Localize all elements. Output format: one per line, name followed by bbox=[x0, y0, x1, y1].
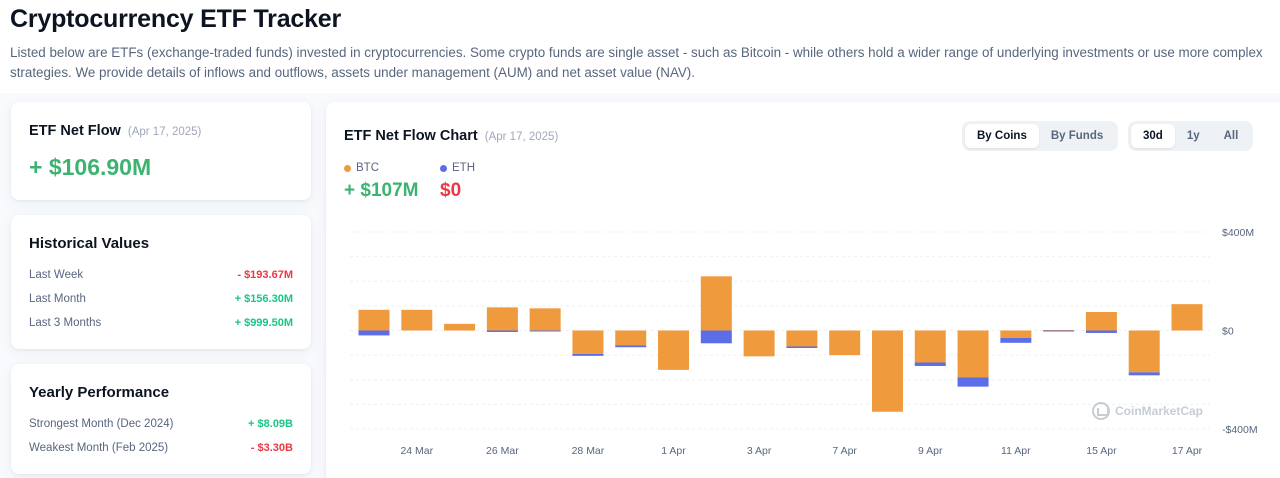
yearly-row-label: Strongest Month (Dec 2024) bbox=[29, 418, 174, 430]
x-tick-label: 15 Apr bbox=[1086, 445, 1117, 457]
historical-row-value: + $999.50M bbox=[234, 317, 293, 329]
range-1y-button[interactable]: 1y bbox=[1186, 130, 1200, 142]
chart-date: (Apr 17, 2025) bbox=[484, 131, 559, 143]
historical-row-label: Last Month bbox=[29, 293, 86, 305]
coinmarketcap-watermark: CoinMarketCap bbox=[1092, 402, 1203, 420]
eth-bar bbox=[486, 330, 518, 332]
btc-bar bbox=[1128, 330, 1160, 373]
net-flow-chart-card: ETF Net Flow Chart (Apr 17, 2025) By Coi… bbox=[326, 102, 1280, 478]
eth-dot-icon bbox=[440, 164, 447, 172]
x-tick-label: 9 Apr bbox=[918, 445, 943, 457]
btc-bar bbox=[572, 330, 604, 354]
btc-bar bbox=[358, 309, 390, 331]
btc-bar bbox=[700, 276, 732, 331]
x-tick-label: 3 Apr bbox=[747, 445, 772, 457]
x-tick-label: 26 Mar bbox=[486, 445, 519, 457]
historical-row: Last Month + $156.30M bbox=[29, 290, 293, 308]
eth-bar bbox=[786, 346, 818, 348]
btc-bar bbox=[615, 330, 647, 346]
btc-dot-icon bbox=[344, 164, 351, 172]
btc-bar bbox=[829, 330, 861, 356]
historical-values-title: Historical Values bbox=[29, 235, 150, 252]
y-tick-label: $400M bbox=[1222, 227, 1254, 239]
by-coins-button[interactable]: By Coins bbox=[965, 124, 1039, 148]
legend-eth-label: ETH bbox=[452, 162, 475, 174]
range-all-button[interactable]: All bbox=[1223, 130, 1239, 142]
net-flow-value: + $106.90M bbox=[29, 154, 152, 180]
eth-bar bbox=[572, 353, 604, 356]
yearly-row-value: + $8.09B bbox=[248, 418, 293, 430]
legend-btc[interactable]: BTC bbox=[344, 162, 379, 174]
x-tick-label: 11 Apr bbox=[1001, 445, 1031, 457]
eth-bar bbox=[615, 345, 647, 348]
eth-bar bbox=[914, 362, 946, 366]
x-tick-label: 7 Apr bbox=[832, 445, 857, 457]
yearly-row-value: - $3.30B bbox=[250, 442, 293, 454]
eth-bar bbox=[358, 330, 390, 336]
btc-bar bbox=[486, 307, 518, 331]
view-toggle-group: By Coins By Funds bbox=[962, 121, 1119, 151]
eth-bar bbox=[1043, 330, 1075, 332]
by-funds-button[interactable]: By Funds bbox=[1050, 130, 1104, 142]
chart-title: ETF Net Flow Chart (Apr 17, 2025) bbox=[344, 128, 558, 144]
x-tick-label: 1 Apr bbox=[661, 445, 686, 457]
net-flow-card: ETF Net Flow (Apr 17, 2025) + $106.90M bbox=[11, 102, 311, 200]
legend-btc-label: BTC bbox=[356, 162, 379, 174]
btc-bar bbox=[1085, 312, 1117, 331]
btc-bar bbox=[658, 330, 690, 370]
x-tick-label: 24 Mar bbox=[400, 445, 433, 457]
btc-bar bbox=[401, 309, 433, 331]
btc-bar bbox=[914, 330, 946, 363]
yearly-row: Weakest Month (Feb 2025) - $3.30B bbox=[29, 439, 293, 457]
legend-eth-value: $0 bbox=[440, 180, 462, 201]
historical-row: Last Week - $193.67M bbox=[29, 266, 293, 284]
y-tick-label: -$400M bbox=[1222, 424, 1258, 436]
eth-bar bbox=[700, 330, 732, 344]
legend-btc-value: + $107M bbox=[344, 180, 419, 201]
yearly-performance-card: Yearly Performance Strongest Month (Dec … bbox=[11, 364, 311, 474]
btc-bar bbox=[529, 308, 561, 331]
btc-bar bbox=[957, 330, 989, 378]
net-flow-bar-chart: $400M $0 -$400M 24 Mar 26 Mar 28 Mar 1 Apr 3 Ap… bbox=[350, 227, 1258, 457]
historical-row-label: Last 3 Months bbox=[29, 317, 102, 329]
btc-bar bbox=[444, 323, 476, 331]
btc-bar bbox=[871, 330, 903, 412]
x-tick-label: 17 Apr bbox=[1172, 445, 1203, 457]
yearly-row-label: Weakest Month (Feb 2025) bbox=[29, 442, 169, 454]
net-flow-date: (Apr 17, 2025) bbox=[127, 126, 202, 138]
historical-row-value: + $156.30M bbox=[234, 293, 293, 305]
yearly-performance-title: Yearly Performance bbox=[29, 384, 170, 401]
historical-row: Last 3 Months + $999.50M bbox=[29, 314, 293, 332]
x-tick-label: 28 Mar bbox=[572, 445, 605, 457]
chart-title-text: ETF Net Flow Chart bbox=[344, 128, 478, 144]
range-toggle-group: 30d 1y All bbox=[1128, 121, 1254, 151]
btc-bar bbox=[1000, 330, 1032, 338]
page-description: Listed below are ETFs (exchange-traded f… bbox=[10, 45, 1263, 80]
btc-bar bbox=[743, 330, 775, 357]
legend-eth[interactable]: ETH bbox=[440, 162, 475, 174]
coinmarketcap-logo-icon bbox=[1092, 402, 1110, 420]
btc-bar bbox=[1171, 304, 1203, 331]
historical-row-value: - $193.67M bbox=[237, 269, 293, 281]
yearly-row: Strongest Month (Dec 2024) + $8.09B bbox=[29, 415, 293, 433]
eth-bar bbox=[957, 377, 989, 387]
historical-row-label: Last Week bbox=[29, 269, 84, 281]
page-title: Cryptocurrency ETF Tracker bbox=[10, 5, 342, 33]
net-flow-title: ETF Net Flow (Apr 17, 2025) bbox=[29, 123, 201, 139]
eth-bar bbox=[1085, 330, 1117, 333]
eth-bar bbox=[529, 330, 561, 332]
eth-bar bbox=[1128, 372, 1160, 376]
eth-bar bbox=[1000, 337, 1032, 343]
y-tick-label: $0 bbox=[1222, 326, 1234, 338]
net-flow-title-text: ETF Net Flow bbox=[29, 123, 121, 139]
range-30d-button[interactable]: 30d bbox=[1131, 124, 1175, 148]
btc-bar bbox=[786, 330, 818, 347]
watermark-text: CoinMarketCap bbox=[1115, 404, 1204, 418]
historical-values-card: Historical Values Last Week - $193.67M L… bbox=[11, 215, 311, 349]
